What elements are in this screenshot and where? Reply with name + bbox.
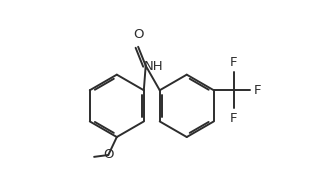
Text: F: F	[253, 84, 261, 97]
Text: F: F	[230, 112, 237, 125]
Text: O: O	[133, 28, 144, 41]
Text: O: O	[104, 149, 114, 161]
Text: NH: NH	[144, 60, 163, 73]
Text: F: F	[230, 56, 237, 69]
